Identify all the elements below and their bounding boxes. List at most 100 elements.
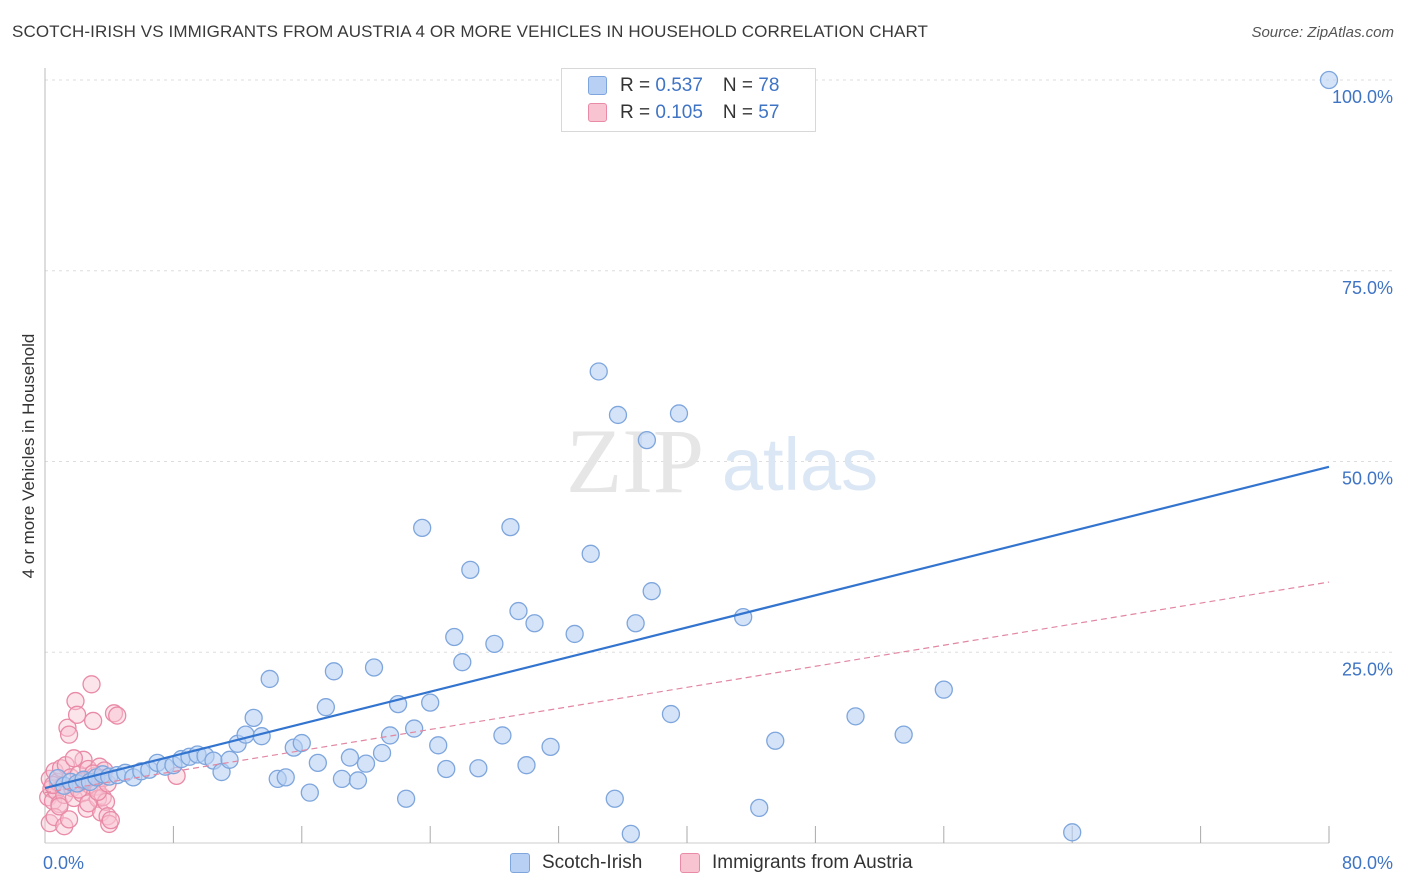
scotch-irish-point: [300, 783, 319, 802]
scotch-irish-point: [509, 601, 528, 621]
scotch-irish-point: [461, 560, 480, 579]
austria-point: [67, 705, 87, 724]
bottom-legend-label: Scotch-Irish: [542, 852, 643, 873]
scotch-irish-point: [766, 731, 785, 750]
scotch-irish-point: [260, 669, 279, 689]
y-tick-label: 100.0%: [1332, 87, 1393, 107]
scotch-irish-point: [642, 582, 661, 601]
scotch-irish-point: [581, 544, 600, 563]
austria-point: [50, 797, 69, 816]
austria-point: [84, 711, 103, 731]
scotch-irish-point: [469, 759, 488, 778]
scotch-irish-point: [413, 518, 432, 538]
scotch-irish-point: [404, 719, 424, 738]
scotch-irish-points: [48, 70, 1339, 843]
scotch-irish-point: [364, 658, 384, 677]
scotch-irish-point: [380, 726, 400, 745]
legend-r-label: R =: [620, 102, 656, 123]
scotch-irish-point: [429, 736, 448, 755]
scotch-irish-point: [324, 662, 344, 681]
austria-point: [64, 749, 84, 768]
scotch-irish-point: [244, 708, 263, 728]
x-tick-label: 80.0%: [1342, 853, 1393, 873]
scotch-irish-point: [934, 680, 953, 699]
scotch-irish-point: [453, 653, 472, 672]
scotch-irish-point: [1063, 823, 1082, 842]
scotch-irish-point: [1319, 70, 1339, 90]
scotch-irish-point: [621, 824, 640, 843]
scotch-irish-point: [637, 430, 657, 450]
y-tick-label: 50.0%: [1342, 469, 1393, 489]
scotch-irish-point: [669, 404, 689, 423]
bottom-legend-swatch-blue: [510, 853, 530, 873]
scotch-irish-trend-line: [44, 465, 1330, 790]
austria-point: [66, 691, 85, 711]
stats-legend: R = 0.537 N = 78 R = 0.105 N = 57: [561, 68, 816, 132]
scotch-irish-point: [421, 693, 440, 712]
scotch-irish-point: [605, 789, 624, 808]
source-label: Source: ZipAtlas.com: [1251, 24, 1394, 41]
legend-n-value: 78: [758, 75, 780, 96]
austria-point: [40, 814, 59, 833]
y-tick-label: 25.0%: [1342, 659, 1393, 679]
legend-r-label: R =: [620, 75, 656, 96]
scotch-irish-point: [661, 704, 681, 724]
tick-labels: 100.0% 75.0% 50.0% 25.0% 0.0% 80.0%: [43, 87, 1393, 873]
scotch-irish-point: [396, 789, 416, 808]
austria-trend-line: [44, 581, 1330, 794]
scotch-irish-point: [372, 743, 392, 763]
austria-point: [59, 810, 79, 829]
scotch-irish-point: [437, 759, 456, 779]
scotch-irish-point: [608, 405, 628, 425]
legend-n-label: N =: [722, 75, 759, 96]
grid-lines: [45, 79, 1392, 653]
scotch-irish-point: [445, 627, 464, 647]
scotch-irish-point: [308, 753, 328, 773]
scotch-irish-point: [517, 756, 536, 775]
austria-point: [59, 725, 79, 744]
austria-point: [104, 704, 124, 723]
watermark: ZIP atlas: [566, 410, 878, 512]
austria-point: [101, 810, 120, 830]
scotch-irish-point: [348, 771, 368, 790]
austria-point: [45, 807, 64, 827]
scotch-irish-point: [493, 726, 512, 745]
austria-point: [108, 706, 127, 725]
scotch-irish-point: [501, 517, 520, 537]
y-tick-label: 75.0%: [1342, 278, 1393, 298]
y-axis-label: 4 or more Vehicles in Household: [19, 334, 38, 579]
legend-r-value: 0.537: [655, 75, 703, 96]
austria-point: [58, 718, 77, 737]
scotch-irish-point: [485, 634, 504, 654]
axes: [44, 68, 1330, 844]
austria-points: [39, 675, 186, 836]
scotch-irish-point: [846, 707, 865, 726]
scotch-irish-point: [894, 725, 913, 744]
legend-r-value: 0.105: [655, 102, 703, 123]
scotch-irish-point: [276, 768, 295, 787]
scotch-irish-point: [750, 798, 769, 818]
legend-n-value: 57: [758, 102, 780, 123]
scotch-irish-point: [236, 725, 255, 744]
scotch-irish-point: [220, 750, 239, 769]
scotch-irish-point: [626, 614, 645, 633]
bottom-legend-label: Immigrants from Austria: [712, 852, 913, 873]
chart-title: SCOTCH-IRISH VS IMMIGRANTS FROM AUSTRIA …: [12, 22, 928, 41]
scotch-irish-point: [589, 362, 608, 381]
bottom-legend-swatch-pink: [680, 853, 700, 873]
scotch-irish-point: [292, 733, 311, 753]
legend-swatch-blue: [588, 76, 607, 95]
x-tick-label: 0.0%: [43, 853, 84, 873]
legend-swatch-pink: [588, 103, 607, 122]
legend-n-label: N =: [722, 102, 759, 123]
watermark-zip: ZIP: [566, 410, 704, 512]
trend-lines: [44, 465, 1330, 794]
scotch-irish-point: [541, 737, 560, 757]
scotch-irish-point: [332, 769, 352, 789]
scotch-irish-point: [356, 754, 376, 773]
scotch-irish-point: [316, 698, 336, 717]
scotch-irish-point: [525, 614, 544, 633]
austria-point: [82, 675, 101, 694]
scotch-irish-point: [340, 748, 360, 767]
